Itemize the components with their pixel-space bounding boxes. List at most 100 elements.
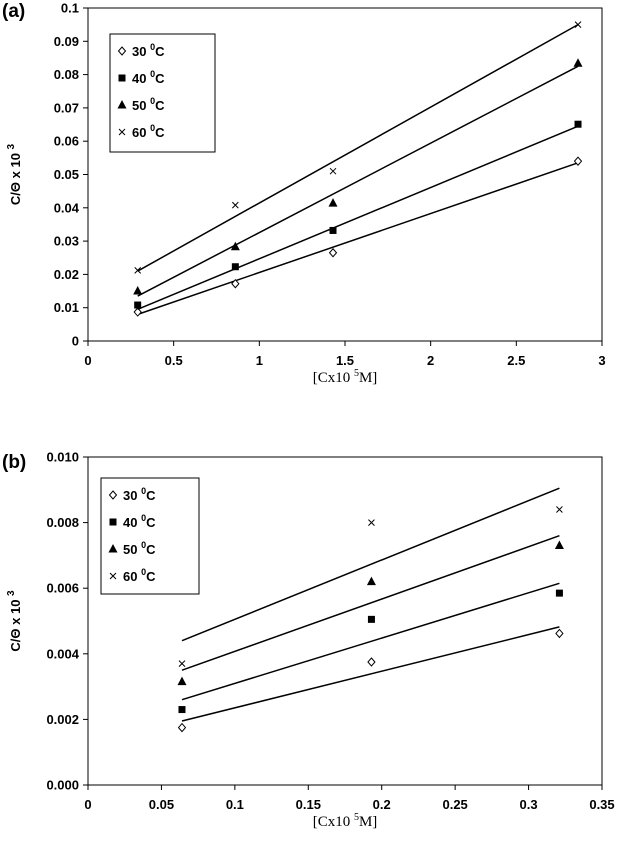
legend-unit: C [155,125,165,140]
panel-label: (b) [2,452,26,473]
x-tick-label: 2 [427,353,434,368]
legend-unit: C [155,71,165,86]
legend-marker [109,572,117,580]
y-tick-label: 0.04 [54,200,80,215]
x-tick-label: 0.5 [165,353,183,368]
x-tick-label: 0 [84,797,91,812]
fit-line [137,125,579,311]
chart-panel-b: (b) 0.000 0.002 0.004 0.006 0.008 0.010 0 0.05 0.… [2,450,615,831]
legend-unit: C [155,44,165,59]
data-point [367,615,375,623]
data-point [177,722,187,733]
y-axis-title-text: C/Θ x 10 [8,596,23,652]
x-tick-label: 0.25 [442,797,467,812]
data-point [556,506,563,513]
legend-marker [108,490,118,500]
data-point [367,657,376,667]
x-tick-label: 0.05 [149,797,174,812]
y-tick-label: 0.010 [46,450,79,465]
legend-temp: 40 [132,71,150,86]
data-point [573,58,583,67]
fit-line [181,535,560,671]
fit-line [181,626,560,722]
series-60C [178,487,563,667]
x-axis-title: [Cx10 5M] [313,812,378,830]
data-point [573,156,583,166]
data-point [178,706,186,714]
series-50C [133,58,583,297]
legend-temp: 40 [123,515,141,530]
legend-degree: 0 [150,42,155,52]
legend-label: 30 0C [123,486,156,503]
legend-temp: 30 [123,488,141,503]
legend-label: 40 0C [123,513,156,530]
data-point [230,241,240,251]
y-tick-label: 0.004 [46,646,79,661]
legend-temp: 30 [132,44,150,59]
x-axis-title: [Cx10 5M] [313,368,378,386]
legend: 30 0C 40 0C 50 0C 60 0C [100,477,200,595]
data-point [134,267,142,274]
panel-label: (a) [2,1,25,22]
y-tick-label: 0.006 [46,581,79,596]
y-tick-label: 0.03 [54,234,79,249]
legend-label: 60 0C [132,123,165,140]
x-axis-title-superscript: 5 [354,812,359,823]
data-point [178,660,186,667]
y-tick-label: 0.08 [54,67,79,82]
data-point [574,21,582,29]
x-axis-title-text-end: M] [359,814,377,830]
legend-marker [109,518,117,526]
legend-unit: C [146,515,156,530]
data-point [554,540,564,550]
legend-degree: 0 [150,96,155,106]
x-axis-title-superscript: 5 [354,368,359,379]
legend-label: 30 0C [132,42,165,59]
series-60C [134,21,582,274]
x-axis-title-text: [Cx10 [313,814,354,830]
data-point [134,301,142,309]
series-30C [177,626,564,733]
data-point [231,278,240,289]
legend-label: 50 0C [123,540,156,557]
y-axis-title-text: C/Θ x 10 [8,149,23,205]
x-axis-title-text-end: M] [359,370,377,386]
y-axis-title: C/Θ x 10 3 [6,590,23,652]
data-point [574,120,582,128]
y-tick-label: 0.000 [46,778,79,793]
legend-marker [117,46,127,56]
legend-unit: C [146,569,156,584]
data-point [329,167,337,175]
y-tick-label: 0.06 [54,134,79,149]
series-30C [133,156,583,317]
y-tick-label: 0 [72,334,79,349]
legend-temp: 60 [123,569,141,584]
y-tick-label: 0.05 [54,167,79,182]
fit-line [181,582,560,701]
data-point [177,676,187,686]
legend-label: 60 0C [123,567,156,584]
x-tick-label: 3 [598,353,605,368]
data-point [555,628,564,639]
legend-temp: 60 [132,125,150,140]
legend-label: 40 0C [132,69,165,86]
y-tick-label: 0.008 [46,515,79,530]
legend-box [109,33,216,153]
x-tick-label: 0.15 [296,797,321,812]
y-tick-label: 0.07 [54,100,79,115]
chart-panel-a: (a) 0 0.01 0.02 0.03 0.04 0.05 0.06 0.07 0.08 0.09… [2,1,606,387]
x-axis-title-text: [Cx10 [313,370,354,386]
legend-label: 50 0C [132,96,165,113]
data-point [366,576,376,586]
data-point [555,589,563,597]
data-point [328,247,338,258]
legend-unit: C [155,98,165,113]
x-tick-label: 2.5 [507,353,525,368]
legend-unit: C [146,488,156,503]
legend-marker [118,128,126,136]
fit-line [137,23,579,272]
y-tick-label: 0.002 [46,712,79,727]
x-tick-label: 1 [256,353,263,368]
x-tick-label: 0.2 [373,797,391,812]
